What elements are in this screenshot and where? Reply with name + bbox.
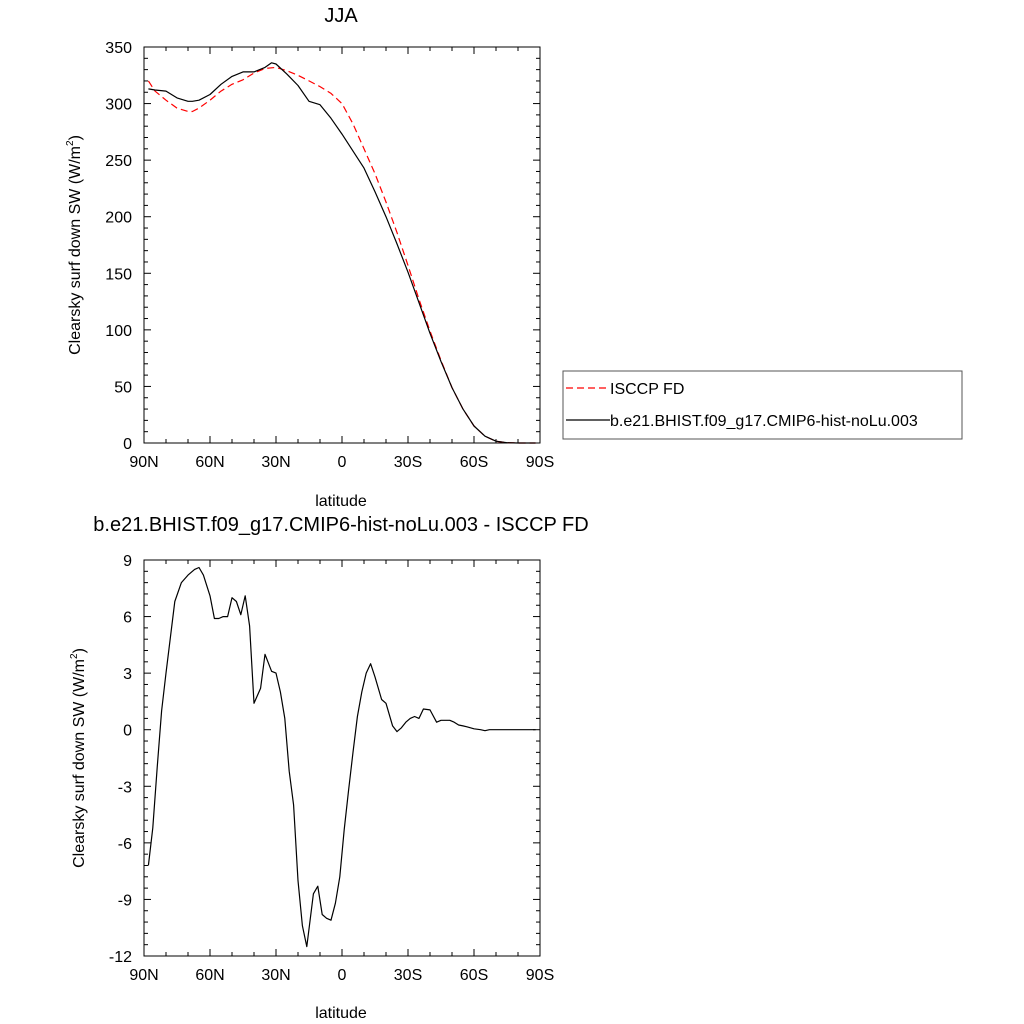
chart-bottom-y-tick-label: -9: [118, 892, 132, 909]
chart-bottom-series: [147, 566, 536, 948]
chart-bottom-y-tick-label: 3: [123, 666, 132, 683]
chart-top: JJA 90N 60N 30N 0 30S 60S 90S 0 50 100 150 200 250 30…: [65, 5, 554, 510]
chart-bottom-y-tick-label: 9: [123, 553, 132, 570]
chart-bottom-x-tick-label: 0: [338, 967, 347, 984]
chart-top-x-tick-label: 30N: [261, 454, 290, 471]
chart-bottom-title: b.e21.BHIST.f09_g17.CMIP6-hist-noLu.003 …: [93, 514, 588, 536]
chart-top-y-axis-label: Clearsky surf down SW (W/m2): [65, 135, 84, 355]
chart-top-y-tick-label: 0: [123, 436, 132, 453]
chart-bottom-frame: [143, 559, 541, 957]
legend: ISCCP FD b.e21.BHIST.f09_g17.CMIP6-hist-…: [562, 370, 963, 440]
legend-item-0-label: ISCCP FD: [610, 381, 684, 398]
chart-bottom-y-tick-label: 6: [123, 610, 132, 627]
chart-bottom-x-tick-label: 90N: [129, 967, 158, 984]
chart-bottom: b.e21.BHIST.f09_g17.CMIP6-hist-noLu.003 …: [69, 514, 589, 1022]
chart-bottom-x-axis-label: latitude: [315, 1005, 367, 1022]
chart-bottom-x-tick-label: 90S: [526, 967, 554, 984]
chart-top-y-tick-label: 200: [105, 210, 132, 227]
chart-top-frame: [143, 46, 541, 444]
chart-bottom-x-tick-label: 60S: [460, 967, 488, 984]
chart-top-y-tick-label: 100: [105, 323, 132, 340]
chart-top-x-tick-label: 60N: [195, 454, 224, 471]
chart-bottom-y-tick-label: -12: [109, 949, 132, 966]
chart-top-x-tick-label: 0: [338, 454, 347, 471]
chart-top-x-tick-label: 60S: [460, 454, 488, 471]
legend-item-1-label: b.e21.BHIST.f09_g17.CMIP6-hist-noLu.003: [610, 413, 918, 430]
chart-top-series-1-line: [148, 62, 536, 444]
chart-bottom-x-tick-label: 30S: [394, 967, 422, 984]
chart-top-x-tick-label: 30S: [394, 454, 422, 471]
chart-bottom-y-tick-label: 0: [123, 723, 132, 740]
chart-bottom-x-tick-label: 30N: [261, 967, 290, 984]
chart-top-series-0-line: [147, 66, 536, 444]
chart-top-y-tick-label: 50: [114, 379, 132, 396]
chart-bottom-ticks: 90N 60N 30N 0 30S 60S 90S -12 -9 -6 -3 0 3 6 9: [109, 553, 554, 984]
chart-bottom-y-tick-label: -6: [118, 836, 132, 853]
chart-top-title: JJA: [324, 5, 358, 27]
chart-top-series: [147, 62, 536, 444]
chart-top-y-tick-label: 150: [105, 266, 132, 283]
chart-bottom-x-tick-label: 60N: [195, 967, 224, 984]
chart-top-x-tick-label: 90N: [129, 454, 158, 471]
chart-top-y-tick-label: 250: [105, 153, 132, 170]
chart-top-x-tick-label: 90S: [526, 454, 554, 471]
chart-bottom-y-tick-label: -3: [118, 779, 132, 796]
legend-box: [562, 370, 963, 440]
chart-top-y-tick-label: 350: [105, 40, 132, 57]
chart-top-ticks: 90N 60N 30N 0 30S 60S 90S 0 50 100 150 200 250 300 350: [105, 40, 554, 471]
chart-top-y-tick-label: 300: [105, 97, 132, 114]
chart-bottom-y-axis-label: Clearsky surf down SW (W/m2): [69, 648, 88, 868]
chart-bottom-series-0-line: [147, 566, 536, 948]
chart-top-x-axis-label: latitude: [315, 493, 367, 510]
